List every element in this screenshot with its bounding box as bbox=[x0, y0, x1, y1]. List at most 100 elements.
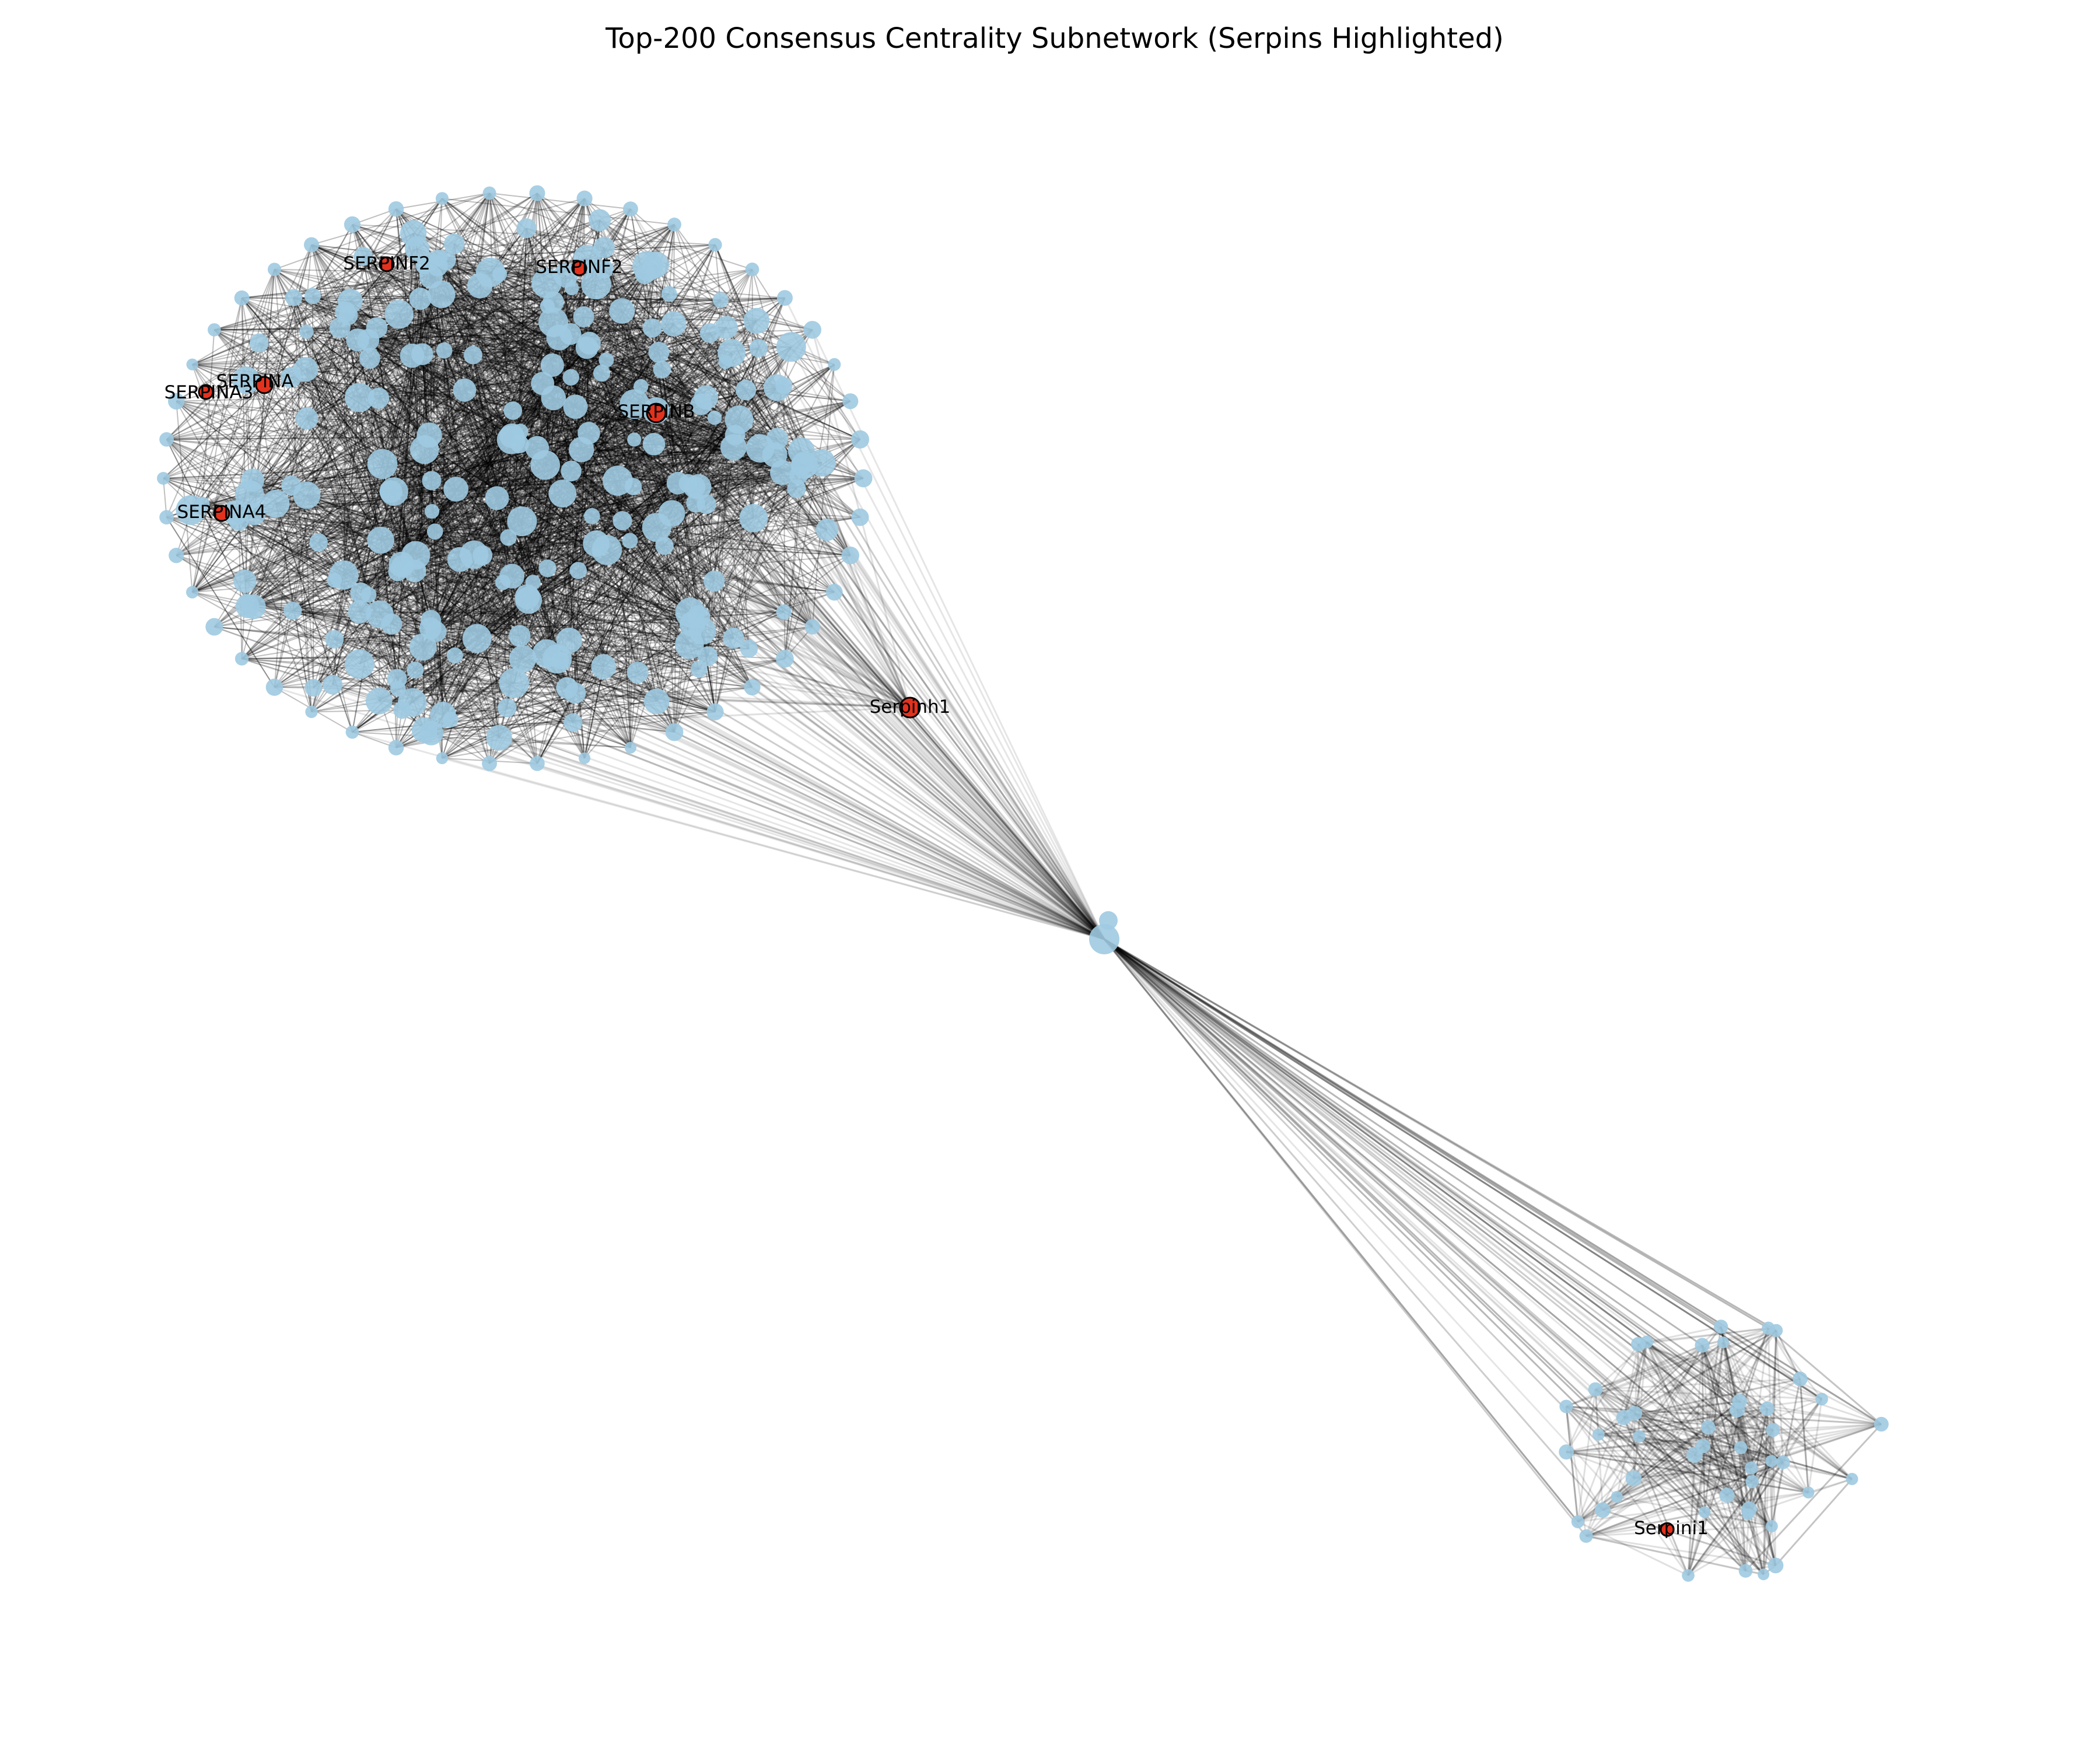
network-edge bbox=[253, 495, 307, 607]
network-node bbox=[329, 317, 351, 339]
network-edge bbox=[334, 638, 1105, 940]
network-edge bbox=[1103, 939, 1579, 1522]
network-edge bbox=[596, 327, 727, 544]
network-edge bbox=[673, 324, 699, 487]
network-node bbox=[419, 720, 444, 746]
network-edge bbox=[578, 570, 693, 625]
network-edge bbox=[1104, 938, 1722, 1328]
network-edge bbox=[1104, 938, 1773, 1527]
network-edge bbox=[313, 417, 715, 688]
network-edge bbox=[477, 482, 678, 639]
network-edge bbox=[246, 379, 576, 408]
network-edge bbox=[556, 658, 631, 748]
network-node bbox=[388, 201, 404, 217]
network-edge bbox=[575, 406, 828, 531]
network-edge bbox=[398, 658, 523, 690]
network-node bbox=[1734, 1441, 1748, 1455]
network-edge bbox=[629, 329, 813, 541]
network-edge bbox=[201, 331, 307, 505]
network-edge bbox=[1702, 1327, 1769, 1346]
network-edge bbox=[559, 329, 813, 338]
network-edge bbox=[629, 404, 702, 541]
network-edge bbox=[638, 648, 750, 673]
network-edge bbox=[508, 487, 695, 538]
network-edge bbox=[1104, 938, 1822, 1400]
network-node bbox=[233, 569, 257, 593]
network-edge bbox=[192, 579, 335, 593]
network-edge bbox=[305, 369, 403, 710]
network-edge bbox=[1104, 938, 1822, 1400]
network-edge bbox=[311, 244, 657, 411]
network-edge bbox=[350, 208, 631, 302]
network-edge bbox=[1634, 1344, 1639, 1413]
network-edge bbox=[348, 315, 623, 522]
network-edge bbox=[235, 258, 439, 513]
network-edge bbox=[415, 555, 520, 636]
network-edge bbox=[313, 334, 571, 688]
network-edge bbox=[634, 439, 750, 649]
network-edge bbox=[1598, 1433, 1640, 1437]
label-serpinf2-b: SERPINF2 bbox=[536, 257, 622, 278]
network-edge bbox=[166, 208, 397, 440]
network-node bbox=[803, 321, 821, 339]
network-edge bbox=[1687, 1328, 1769, 1576]
network-edge bbox=[362, 256, 513, 411]
network-node bbox=[359, 348, 380, 369]
network-edge bbox=[489, 192, 553, 366]
network-edge bbox=[1104, 938, 1722, 1328]
network-node bbox=[409, 633, 437, 661]
network-node bbox=[325, 630, 344, 649]
serpin-node-serpina-top bbox=[255, 376, 274, 394]
network-node bbox=[548, 480, 577, 508]
network-node bbox=[1633, 1430, 1646, 1443]
network-edge bbox=[292, 610, 716, 713]
network-edge bbox=[435, 244, 716, 632]
network-node bbox=[642, 318, 662, 338]
network-edge bbox=[674, 418, 716, 733]
network-edge bbox=[474, 517, 754, 555]
network-edge bbox=[573, 658, 785, 723]
network-edge bbox=[1623, 1329, 1777, 1419]
network-edge bbox=[275, 503, 353, 733]
network-node bbox=[1760, 1401, 1774, 1416]
network-edge bbox=[571, 288, 663, 370]
network-edge bbox=[396, 352, 733, 748]
network-edge bbox=[489, 192, 656, 265]
network-edge bbox=[1104, 938, 1728, 1496]
serpin-node-serpina-left bbox=[198, 384, 214, 400]
network-node bbox=[464, 345, 482, 365]
network-edge bbox=[430, 276, 478, 639]
network-edge bbox=[241, 610, 293, 659]
network-edge bbox=[192, 299, 721, 593]
network-edge bbox=[699, 658, 785, 670]
network-edge bbox=[559, 433, 590, 661]
network-edge bbox=[345, 312, 403, 710]
network-edge bbox=[431, 480, 523, 659]
network-edge bbox=[604, 224, 675, 270]
network-edge bbox=[412, 482, 689, 704]
network-node bbox=[430, 249, 448, 267]
network-edge bbox=[311, 244, 706, 398]
network-edge bbox=[571, 288, 813, 628]
network-edge bbox=[674, 447, 734, 733]
network-edge bbox=[246, 380, 478, 639]
network-edge bbox=[1104, 938, 1738, 1411]
network-edge bbox=[622, 520, 734, 639]
network-edge bbox=[1616, 1423, 1882, 1498]
network-edge bbox=[382, 219, 600, 464]
network-edge bbox=[334, 224, 675, 581]
network-edge bbox=[811, 626, 1105, 940]
network-edge bbox=[349, 300, 623, 522]
network-edge bbox=[1585, 1436, 1640, 1536]
network-edge bbox=[241, 284, 597, 659]
network-edge bbox=[312, 295, 721, 301]
network-edge bbox=[253, 606, 692, 625]
network-edge bbox=[1745, 1423, 1882, 1572]
network-edge bbox=[246, 354, 423, 602]
network-edge bbox=[702, 592, 835, 632]
network-node bbox=[348, 600, 372, 624]
network-edge bbox=[430, 454, 775, 734]
network-edge bbox=[176, 400, 734, 639]
network-node bbox=[411, 343, 433, 366]
network-edge bbox=[306, 358, 370, 496]
